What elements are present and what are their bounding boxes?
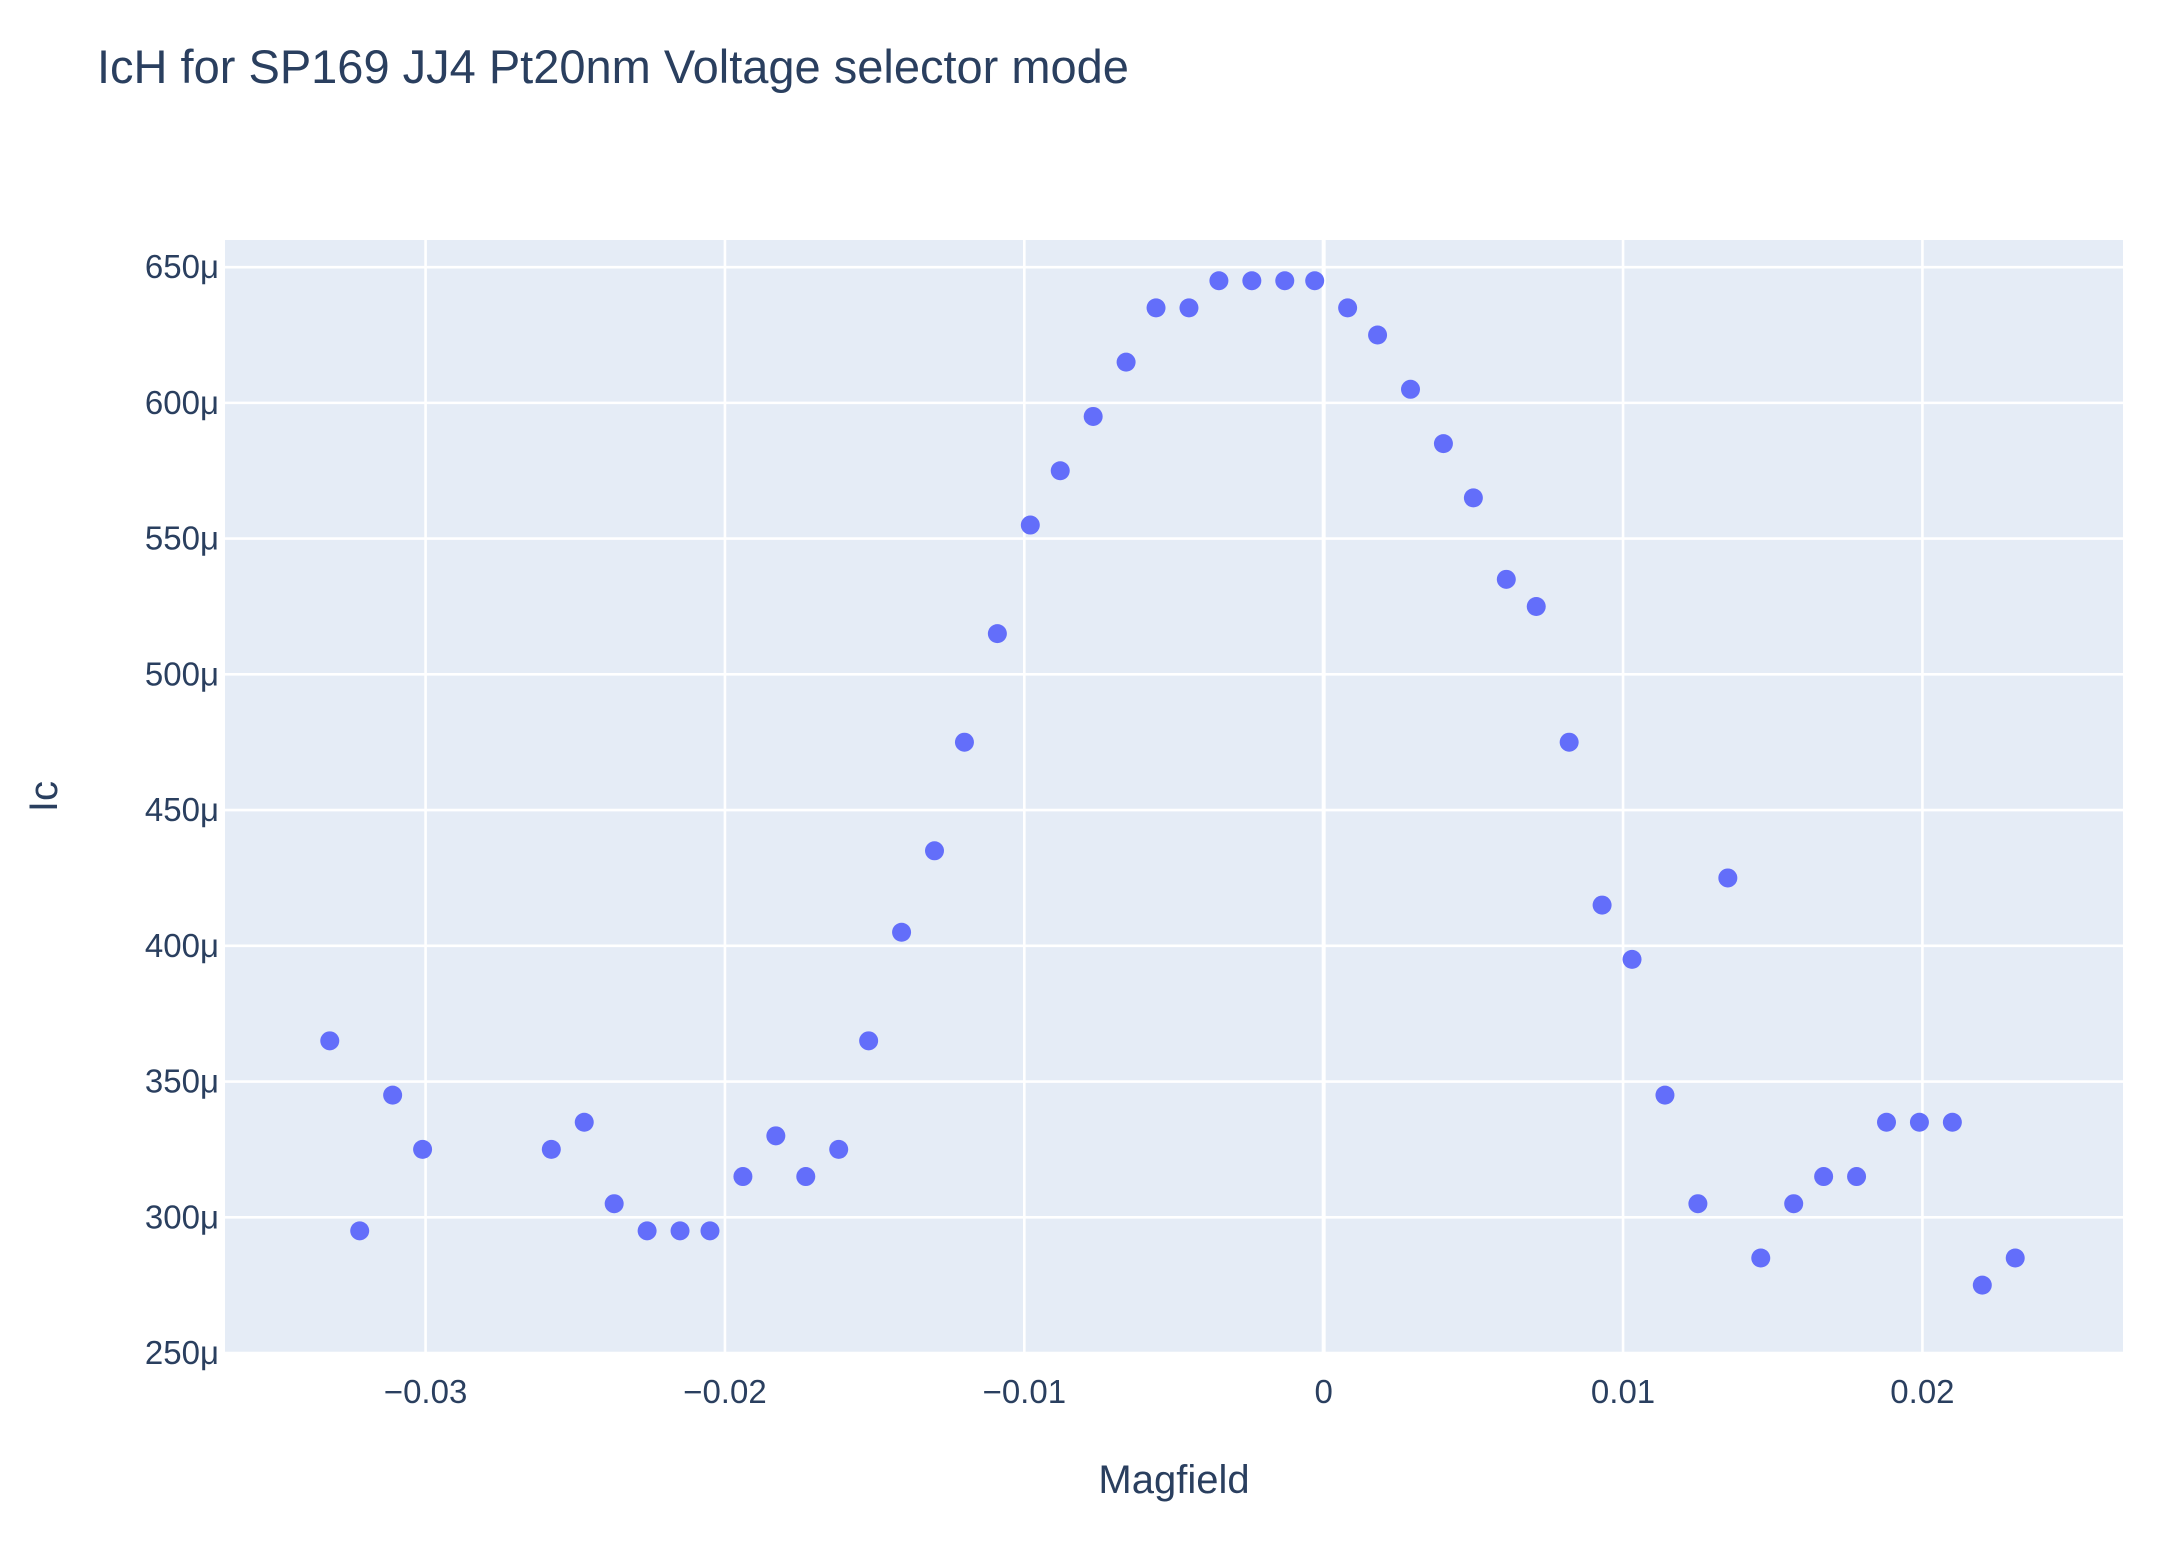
data-point[interactable] bbox=[1972, 1275, 1992, 1295]
data-point[interactable] bbox=[1020, 515, 1040, 535]
y-tick-label: 450μ bbox=[145, 791, 219, 828]
data-point[interactable] bbox=[700, 1221, 720, 1241]
data-point[interactable] bbox=[1433, 434, 1453, 454]
data-point[interactable] bbox=[1876, 1112, 1896, 1132]
data-point[interactable] bbox=[1622, 949, 1642, 969]
y-tick-label: 300μ bbox=[145, 1198, 219, 1235]
data-point[interactable] bbox=[1942, 1112, 1962, 1132]
x-tick-label: −0.02 bbox=[683, 1373, 767, 1410]
data-point[interactable] bbox=[796, 1167, 816, 1187]
y-tick-label: 550μ bbox=[145, 520, 219, 557]
data-point[interactable] bbox=[1784, 1194, 1804, 1214]
y-axis-title: Ic bbox=[22, 781, 66, 812]
x-tick-label: −0.01 bbox=[983, 1373, 1067, 1410]
y-tick-label: 650μ bbox=[145, 248, 219, 285]
data-point[interactable] bbox=[1559, 732, 1579, 752]
data-point[interactable] bbox=[1655, 1085, 1675, 1105]
data-point[interactable] bbox=[1305, 271, 1325, 291]
data-point[interactable] bbox=[413, 1139, 433, 1159]
x-axis-tick-labels: −0.03 −0.02 −0.01 0 0.01 0.02 bbox=[384, 1373, 1955, 1410]
data-point[interactable] bbox=[1116, 352, 1136, 372]
y-axis-tick-labels: 250μ 300μ 350μ 400μ 450μ 500μ 550μ 600μ 650μ bbox=[145, 248, 219, 1371]
y-tick-label: 350μ bbox=[145, 1063, 219, 1100]
data-point[interactable] bbox=[1368, 325, 1388, 345]
data-point[interactable] bbox=[1847, 1167, 1867, 1187]
data-point[interactable] bbox=[1050, 461, 1070, 481]
data-point[interactable] bbox=[766, 1126, 786, 1146]
data-point[interactable] bbox=[1526, 596, 1546, 616]
data-point[interactable] bbox=[383, 1085, 403, 1105]
data-point[interactable] bbox=[1463, 488, 1483, 508]
x-tick-label: 0 bbox=[1315, 1373, 1333, 1410]
data-point[interactable] bbox=[604, 1194, 624, 1214]
data-point[interactable] bbox=[1146, 298, 1166, 318]
data-point[interactable] bbox=[1401, 379, 1421, 399]
data-point[interactable] bbox=[1814, 1167, 1834, 1187]
data-point[interactable] bbox=[1496, 569, 1516, 589]
data-point[interactable] bbox=[637, 1221, 657, 1241]
data-point[interactable] bbox=[1751, 1248, 1771, 1268]
data-point[interactable] bbox=[987, 624, 1007, 644]
data-point[interactable] bbox=[1688, 1194, 1708, 1214]
y-tick-label: 500μ bbox=[145, 655, 219, 692]
data-point[interactable] bbox=[733, 1167, 753, 1187]
scatter-points bbox=[320, 271, 2025, 1295]
y-tick-label: 600μ bbox=[145, 384, 219, 421]
x-tick-label: −0.03 bbox=[384, 1373, 468, 1410]
data-point[interactable] bbox=[954, 732, 974, 752]
data-point[interactable] bbox=[1275, 271, 1295, 291]
data-point[interactable] bbox=[892, 922, 912, 942]
data-point[interactable] bbox=[541, 1139, 561, 1159]
data-point[interactable] bbox=[1179, 298, 1199, 318]
data-point[interactable] bbox=[1909, 1112, 1929, 1132]
x-tick-label: 0.01 bbox=[1591, 1373, 1655, 1410]
y-tick-label: 250μ bbox=[145, 1334, 219, 1371]
data-point[interactable] bbox=[829, 1139, 849, 1159]
data-point[interactable] bbox=[1338, 298, 1358, 318]
data-point[interactable] bbox=[1209, 271, 1229, 291]
x-tick-label: 0.02 bbox=[1890, 1373, 1954, 1410]
data-point[interactable] bbox=[1592, 895, 1612, 915]
plot-area[interactable] bbox=[225, 240, 2123, 1353]
data-point[interactable] bbox=[1083, 406, 1103, 426]
x-axis-title: Magfield bbox=[1098, 1458, 1249, 1502]
y-tick-label: 400μ bbox=[145, 927, 219, 964]
data-point[interactable] bbox=[350, 1221, 370, 1241]
chart-title: IcH for SP169 JJ4 Pt20nm Voltage selecto… bbox=[97, 40, 1129, 93]
data-point[interactable] bbox=[859, 1031, 879, 1051]
data-point[interactable] bbox=[925, 841, 945, 861]
data-point[interactable] bbox=[574, 1112, 594, 1132]
data-point[interactable] bbox=[2005, 1248, 2025, 1268]
data-point[interactable] bbox=[1242, 271, 1262, 291]
data-point[interactable] bbox=[320, 1031, 340, 1051]
grid-lines bbox=[225, 240, 2123, 1355]
data-point[interactable] bbox=[670, 1221, 690, 1241]
data-point[interactable] bbox=[1718, 868, 1738, 888]
